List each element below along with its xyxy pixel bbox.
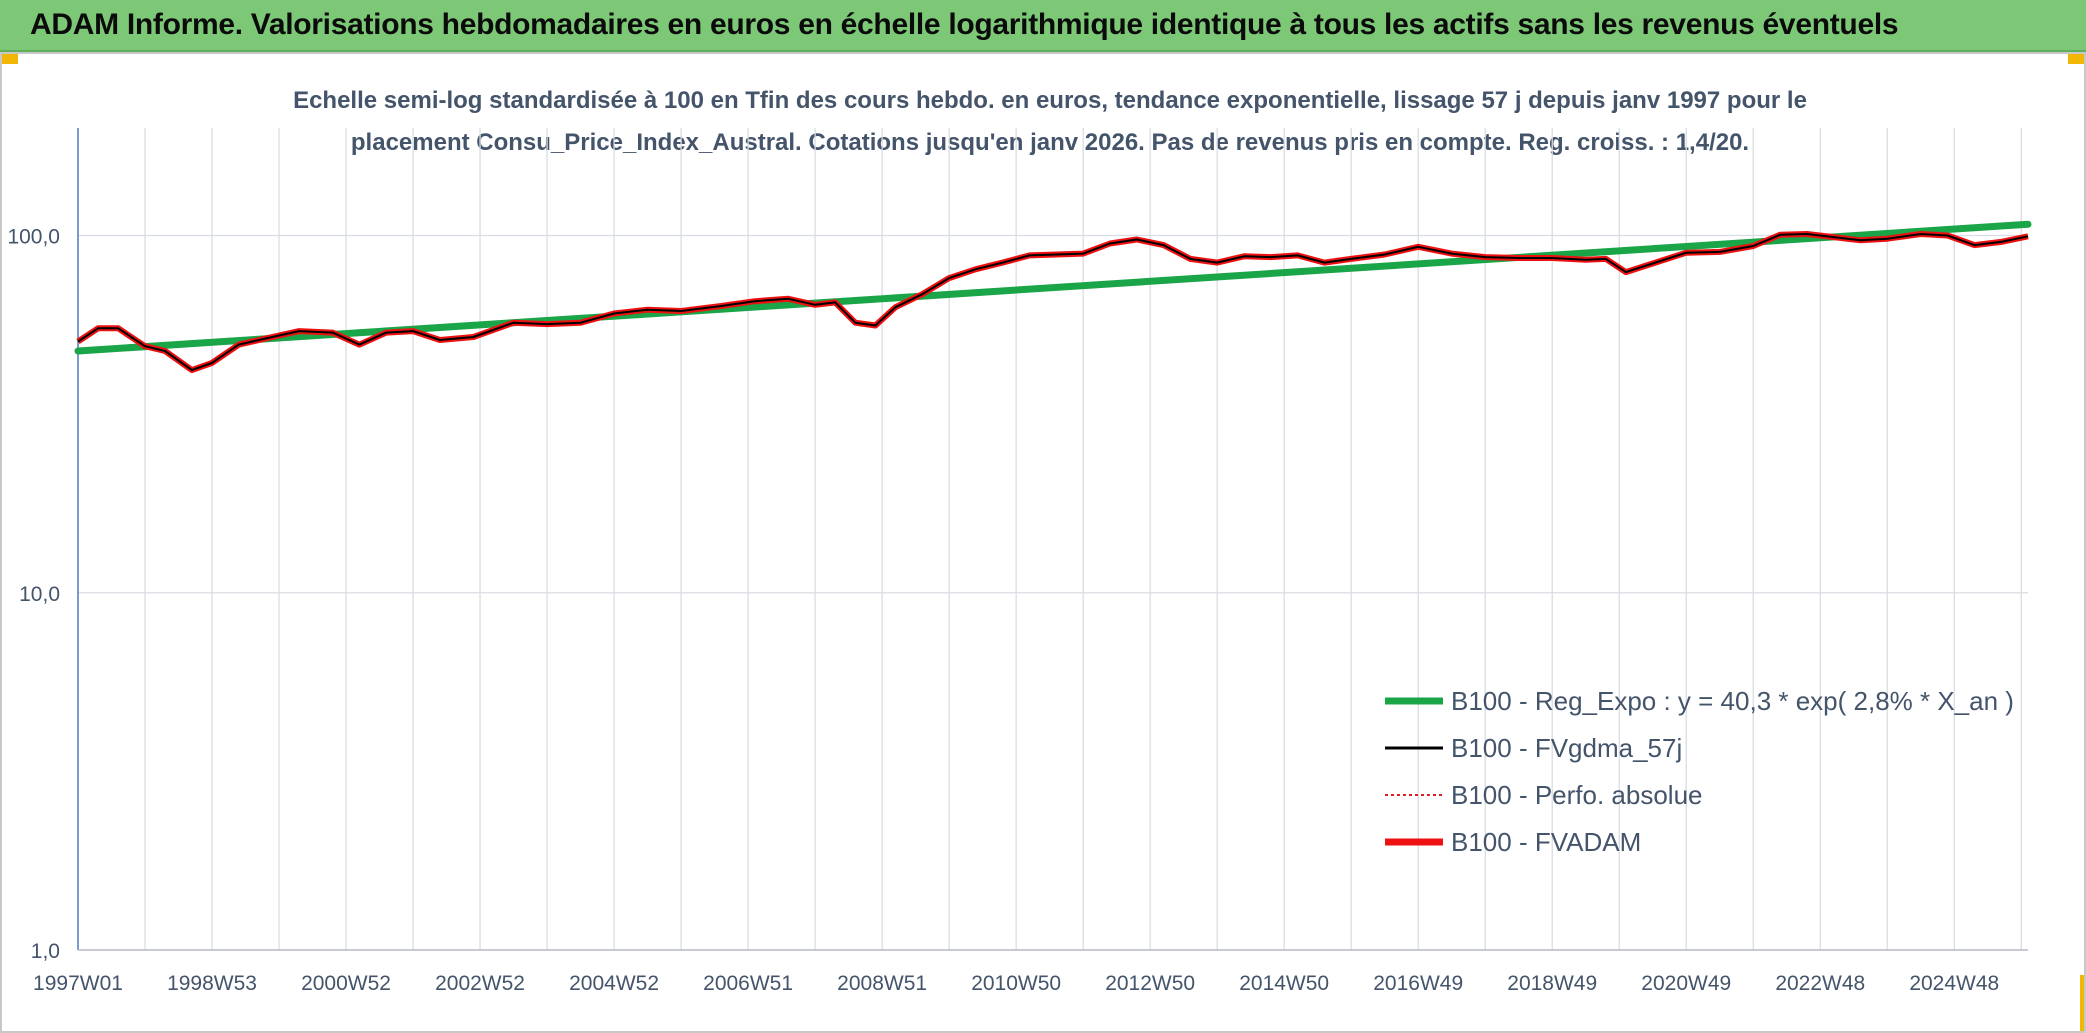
x-tick-label: 2014W50 (1239, 972, 1329, 995)
x-tick-label: 2002W52 (435, 972, 525, 995)
x-tick-label: 2012W50 (1105, 972, 1195, 995)
x-tick-label: 2018W49 (1507, 972, 1597, 995)
x-tick-label: 2004W52 (569, 972, 659, 995)
corner-marker-bottom-right (2080, 975, 2086, 1033)
y-tick-label: 10,0 (19, 583, 60, 606)
x-tick-label: 2000W52 (301, 972, 391, 995)
header-banner: ADAM Informe. Valorisations hebdomadaire… (0, 0, 2086, 52)
legend-label: B100 - Reg_Expo : y = 40,3 * exp( 2,8% *… (1451, 686, 2014, 716)
y-tick-label: 1,0 (31, 940, 60, 963)
x-tick-label: 1997W01 (33, 972, 123, 995)
series-line-fvgdma (77, 233, 2029, 372)
y-tick-label: 100,0 (7, 226, 60, 249)
x-tick-label: 2022W48 (1775, 972, 1865, 995)
page-title: ADAM Informe. Valorisations hebdomadaire… (30, 8, 1899, 41)
chart-frame (0, 52, 2086, 1033)
corner-marker-right (2068, 52, 2086, 64)
chart-title-line-1: Echelle semi-log standardisée à 100 en T… (293, 87, 1807, 114)
x-tick-label: 2024W48 (1909, 972, 1999, 995)
series-line-reg-expo (74, 220, 2032, 355)
x-tick-label: 2008W51 (837, 972, 927, 995)
x-tick-label: 2006W51 (703, 972, 793, 995)
legend-label: B100 - FVgdma_57j (1451, 733, 1682, 763)
legend-label: B100 - FVADAM (1451, 827, 1641, 857)
corner-marker-left (0, 52, 18, 64)
x-tick-label: 2020W49 (1641, 972, 1731, 995)
x-tick-label: 2010W50 (971, 972, 1061, 995)
x-tick-label: 1998W53 (167, 972, 257, 995)
x-tick-label: 2016W49 (1373, 972, 1463, 995)
chart-title-line-2: placement Consu_Price_Index_Austral. Cot… (350, 129, 1750, 156)
legend-label: B100 - Perfo. absolue (1451, 780, 1703, 810)
